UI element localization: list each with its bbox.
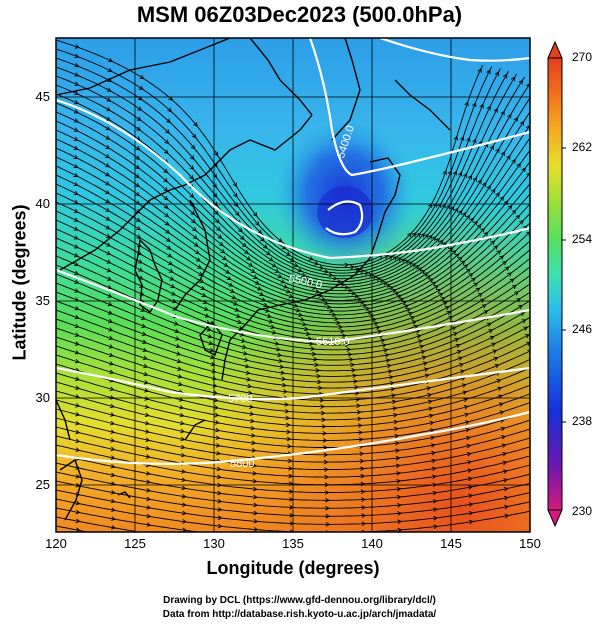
- colorbar-tick-label: 262: [572, 140, 593, 154]
- wind-streamline: [56, 192, 530, 320]
- colorbar-tick-label: 270: [572, 50, 593, 64]
- wind-streamline: [56, 318, 530, 389]
- wind-streamline: [56, 219, 530, 332]
- wind-streamline: [56, 255, 530, 351]
- wind-streamline: [56, 129, 530, 295]
- wind-arrowhead: [526, 341, 530, 346]
- colorbar-tick-label: 230: [572, 504, 593, 518]
- colorbar-min-arrow: [547, 509, 563, 528]
- x-tick-label: 120: [45, 536, 67, 551]
- x-tick-label: 145: [440, 536, 462, 551]
- wind-streamline: [56, 399, 530, 448]
- wind-streamline: [56, 48, 493, 269]
- contour-label: 5800: [230, 458, 254, 470]
- wind-streamline: [56, 66, 510, 274]
- contour-labels: 5400.0 5500.0 5610.0 5700 5800: [228, 124, 357, 470]
- credit-drawing: Drawing by DCL (https://www.gfd-dennou.o…: [163, 595, 436, 606]
- wind-streamline: [56, 462, 530, 501]
- wind-streamline: [56, 525, 91, 532]
- colorbar-tick-label: 246: [572, 322, 593, 336]
- wind-arrowhead: [76, 537, 80, 541]
- credit-data-source: Data from http://database.rish.kyoto-u.a…: [162, 609, 437, 620]
- wind-streamline: [56, 201, 530, 324]
- colorbar: [547, 40, 566, 528]
- wind-arrowhead: [254, 536, 258, 540]
- wind-streamline: [56, 507, 203, 532]
- wind-arrowhead: [325, 530, 330, 532]
- y-tick-label: 45: [35, 89, 50, 104]
- wind-streamline: [56, 480, 530, 517]
- chart-title: MSM 06Z03Dec2023 (500.0hPa): [136, 2, 463, 27]
- wind-streamlines: [56, 39, 535, 541]
- wind-arrowhead: [531, 374, 535, 378]
- wind-streamline: [56, 246, 530, 346]
- wind-streamline: [56, 76, 525, 280]
- wind-streamline: [56, 111, 530, 289]
- wind-arrowhead: [182, 537, 186, 541]
- y-tick-label: 30: [35, 390, 50, 405]
- wind-streamline: [56, 417, 530, 463]
- contour-label: 5610.0: [316, 336, 350, 348]
- wind-streamline: [56, 183, 530, 316]
- wind-streamline: [56, 363, 530, 421]
- coastlines: [56, 38, 451, 521]
- colorbar-tick-label: 254: [572, 232, 593, 246]
- wind-streamline: [56, 120, 530, 292]
- wind-streamline: [56, 273, 530, 361]
- wind-streamline: [56, 435, 530, 478]
- wind-streamline: [56, 390, 530, 441]
- x-tick-label: 130: [203, 536, 225, 551]
- y-tick-label: 40: [35, 196, 50, 211]
- wind-streamline: [56, 147, 530, 301]
- wind-streamline: [56, 426, 530, 470]
- wind-streamline: [56, 264, 530, 356]
- y-axis-label: Latitude (degrees): [9, 204, 30, 361]
- wind-streamline: [56, 237, 530, 341]
- plot-frame: [55, 37, 531, 533]
- wind-streamline: [56, 453, 530, 493]
- wind-streamline: [56, 97, 530, 285]
- wind-streamline: [56, 309, 530, 383]
- wind-streamline: [56, 174, 530, 312]
- wind-streamline: [56, 210, 530, 328]
- wind-streamline: [56, 372, 530, 427]
- x-axis-label: Longitude (degrees): [206, 558, 380, 578]
- wind-streamline: [56, 354, 530, 414]
- wind-streamline: [56, 300, 530, 377]
- wind-streamline: [56, 516, 142, 532]
- wind-streamline: [56, 57, 501, 271]
- wind-streamline: [56, 489, 530, 525]
- colorbar-tick-label: 238: [572, 414, 593, 428]
- wind-streamline: [56, 73, 518, 277]
- wind-streamline: [56, 345, 530, 408]
- y-tick-label: 35: [35, 293, 50, 308]
- wind-streamline: [56, 165, 530, 308]
- x-tick-label: 140: [361, 536, 383, 551]
- wind-streamline: [56, 327, 530, 395]
- grid-lines: [56, 38, 530, 532]
- colorbar-max-arrow: [547, 40, 563, 59]
- x-tick-label: 135: [282, 536, 304, 551]
- wind-streamline: [56, 282, 530, 366]
- contour-label: 5700: [228, 393, 252, 405]
- y-tick-label: 25: [35, 477, 50, 492]
- height-contours: [56, 38, 530, 465]
- wind-streamline: [56, 138, 530, 298]
- wind-streamline: [56, 291, 530, 372]
- wind-streamline: [56, 82, 530, 283]
- wind-streamline: [56, 228, 530, 337]
- x-tick-label: 150: [519, 536, 541, 551]
- wind-streamline: [56, 471, 530, 509]
- wind-streamline: [56, 381, 530, 434]
- x-tick-label: 125: [124, 536, 146, 551]
